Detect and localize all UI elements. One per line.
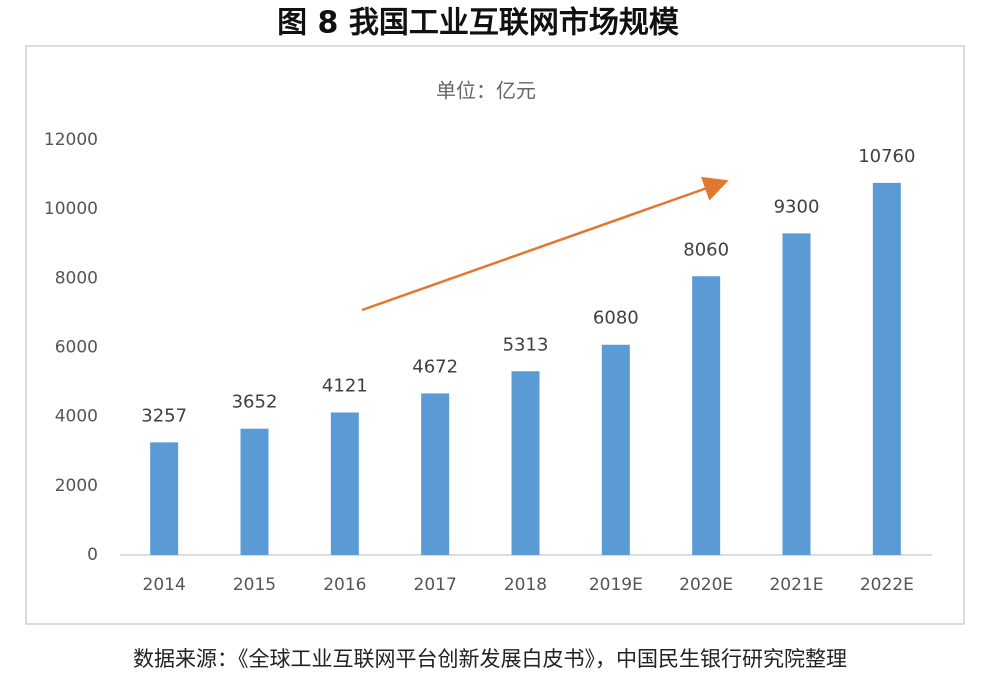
bar — [692, 276, 721, 555]
value-label: 5313 — [503, 334, 549, 355]
y-tick-label: 2000 — [55, 476, 98, 496]
y-tick-label: 0 — [87, 545, 98, 565]
value-label: 3652 — [232, 392, 278, 413]
trend-arrow — [361, 176, 729, 312]
x-tick-label: 2014 — [143, 575, 186, 595]
chart-title: 图 8 我国工业互联网市场规模 — [277, 6, 679, 41]
value-label: 9300 — [774, 196, 820, 217]
y-tick-label: 10000 — [44, 199, 98, 219]
y-tick-label: 6000 — [55, 338, 98, 358]
bar — [872, 182, 901, 555]
value-label: 8060 — [683, 239, 729, 260]
value-label: 4121 — [322, 375, 368, 396]
x-tick-label: 2018 — [504, 575, 547, 595]
x-tick-label: 2016 — [323, 575, 366, 595]
bar — [150, 442, 179, 555]
x-tick-label: 2019E — [589, 575, 643, 595]
value-label: 3257 — [141, 405, 187, 426]
chart-subtitle: 单位：亿元 — [436, 79, 536, 103]
source-note: 数据来源：《全球工业互联网平台创新发展白皮书》，中国民生银行研究院整理 — [133, 647, 847, 671]
bar — [240, 428, 269, 555]
x-tick-label: 2022E — [860, 575, 914, 595]
plot-border — [25, 45, 965, 625]
bar — [782, 233, 811, 555]
x-tick-label: 2021E — [769, 575, 823, 595]
x-tick-label: 2020E — [679, 575, 733, 595]
y-tick-label: 12000 — [44, 130, 98, 150]
x-tick-label: 2017 — [414, 575, 457, 595]
bar — [511, 371, 540, 555]
y-tick-label: 8000 — [55, 268, 98, 288]
x-tick-label: 2015 — [233, 575, 276, 595]
bar — [330, 412, 359, 555]
bar — [421, 393, 450, 555]
y-tick-label: 4000 — [55, 407, 98, 427]
value-label: 4672 — [412, 356, 458, 377]
value-label: 6080 — [593, 308, 639, 329]
value-label: 10760 — [858, 146, 915, 167]
bar — [601, 344, 630, 555]
